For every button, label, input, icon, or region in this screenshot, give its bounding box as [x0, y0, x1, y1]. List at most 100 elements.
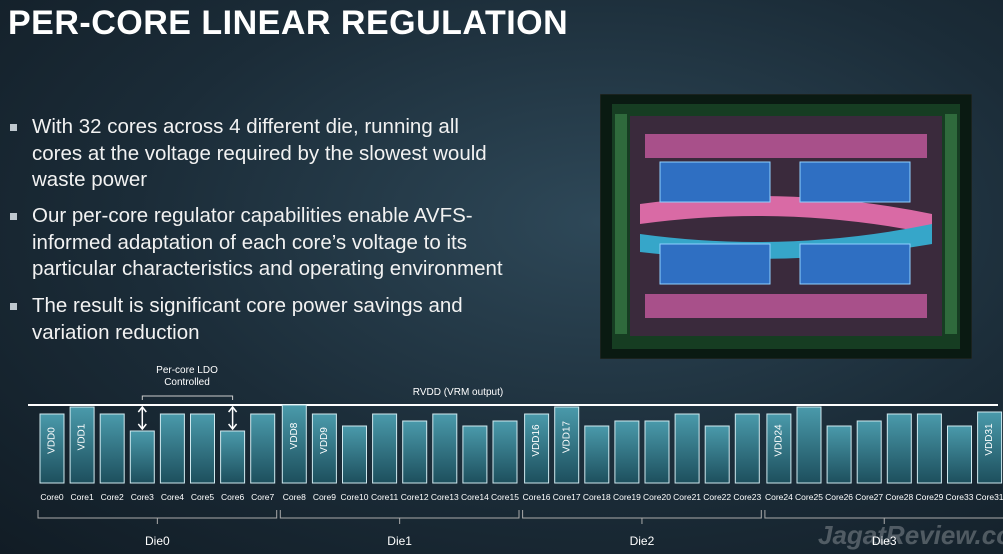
core-label: Core3: [131, 492, 154, 502]
core-bar: [220, 430, 246, 484]
die-bracket: [279, 510, 520, 524]
core-bar: [644, 420, 670, 484]
bullet-marker: [10, 303, 17, 310]
core-bar: [977, 411, 1003, 484]
core-label: Core23: [733, 492, 761, 502]
core-label: Core7: [251, 492, 274, 502]
ldo-label: Controlled: [164, 377, 210, 388]
chip-image: [600, 94, 972, 359]
die-label: Die2: [630, 534, 655, 548]
core-bar: [856, 420, 882, 484]
core-label: Core15: [491, 492, 519, 502]
vdd-label: VDD31: [984, 423, 995, 456]
core-label: Core11: [371, 492, 399, 502]
core-bar: [342, 425, 367, 484]
core-label: Core9: [313, 492, 336, 502]
die-bracket: [522, 510, 762, 524]
vdd-label: VDD24: [774, 424, 785, 457]
core-label: Core29: [915, 492, 943, 502]
bullet-line: variation reduction: [32, 320, 200, 344]
watermark: JagatReview.com: [818, 520, 1003, 550]
core-bar: [554, 406, 580, 484]
core-label: Core31: [976, 492, 1003, 502]
core-bar: [674, 413, 700, 484]
core-label: Core26: [825, 492, 853, 502]
slide-title: PER-CORE LINEAR REGULATION: [8, 4, 569, 42]
die-bracket: [764, 510, 1003, 524]
core-label: Core33: [946, 492, 974, 502]
core-bar: [584, 425, 610, 484]
core-label: Core19: [613, 492, 641, 502]
bullet-marker: [10, 213, 17, 220]
core-bar: [734, 413, 760, 484]
core-label: Core12: [401, 492, 429, 502]
core-label: Core27: [855, 492, 883, 502]
vdd-label: VDD16: [531, 424, 542, 457]
core-bar: [99, 413, 125, 484]
die-label: Die3: [872, 534, 897, 548]
core-label: Core2: [101, 492, 124, 502]
core-bar: [39, 413, 65, 484]
core-bar: [524, 413, 550, 484]
core-label: Core6: [221, 492, 244, 502]
bullet-line: The result is significant core power sav…: [32, 294, 463, 317]
core-label: Core18: [583, 492, 611, 502]
ldo-bracket: [141, 395, 234, 400]
core-label: Core14: [461, 492, 489, 502]
core-bar: [614, 420, 640, 484]
core-bar: [826, 425, 852, 484]
core-bar: [432, 413, 458, 484]
core-label: Core1: [71, 492, 94, 502]
vdd-label: VDD1: [77, 423, 88, 450]
core-label: Core20: [643, 492, 671, 502]
core-bar: [916, 413, 942, 484]
die-bracket: [37, 510, 278, 524]
ldo-arrow-head: [228, 405, 238, 431]
bullet: With 32 cores across 4 different die, ru…: [10, 114, 487, 194]
core-bar: [766, 413, 792, 484]
core-bar: [281, 404, 307, 484]
core-bar: [129, 430, 155, 484]
core-bar: [947, 425, 972, 484]
core-bar: [250, 413, 276, 484]
core-bar: [886, 413, 912, 484]
bullet-line: informed adaptation of each core’s volta…: [32, 230, 467, 254]
bullet-marker: [10, 124, 17, 131]
core-label: Core8: [283, 492, 306, 502]
vdd-label: VDD9: [319, 427, 330, 454]
core-label: Core28: [885, 492, 913, 502]
core-label: Core13: [431, 492, 459, 502]
core-bar: [704, 425, 730, 484]
core-bar: [796, 406, 822, 484]
core-bar: [372, 413, 398, 484]
core-label: Core24: [765, 492, 793, 502]
core-label: Core4: [161, 492, 184, 502]
core-bar: [311, 413, 337, 484]
vdd-label: VDD17: [561, 420, 572, 453]
core-bar: [492, 420, 518, 484]
core-label: Core25: [795, 492, 823, 502]
die-label: Die1: [387, 534, 412, 548]
ldo-label: Per-core LDO: [156, 365, 218, 376]
core-label: Core16: [523, 492, 551, 502]
bullet: Our per-core regulator capabilities enab…: [10, 203, 503, 283]
core-label: Core0: [40, 492, 63, 502]
bullet-line: Our per-core regulator capabilities enab…: [32, 204, 473, 227]
core-label: Core22: [703, 492, 731, 502]
core-label: Core10: [341, 492, 369, 502]
vdd-label: VDD0: [47, 427, 58, 454]
bullet-line: waste power: [32, 168, 148, 191]
core-label: Core21: [673, 492, 701, 502]
die-label: Die0: [145, 534, 170, 548]
rail-label: RVDD (VRM output): [413, 387, 503, 398]
bullet: The result is significant core power sav…: [10, 293, 463, 346]
core-bar: [402, 420, 428, 484]
core-bar: [190, 413, 215, 484]
bullet-line: particular characteristics and operating…: [32, 257, 503, 280]
vdd-label: VDD8: [289, 422, 300, 449]
core-label: Core17: [553, 492, 581, 502]
core-label: Core5: [191, 492, 214, 502]
ldo-arrow-head: [137, 405, 147, 431]
